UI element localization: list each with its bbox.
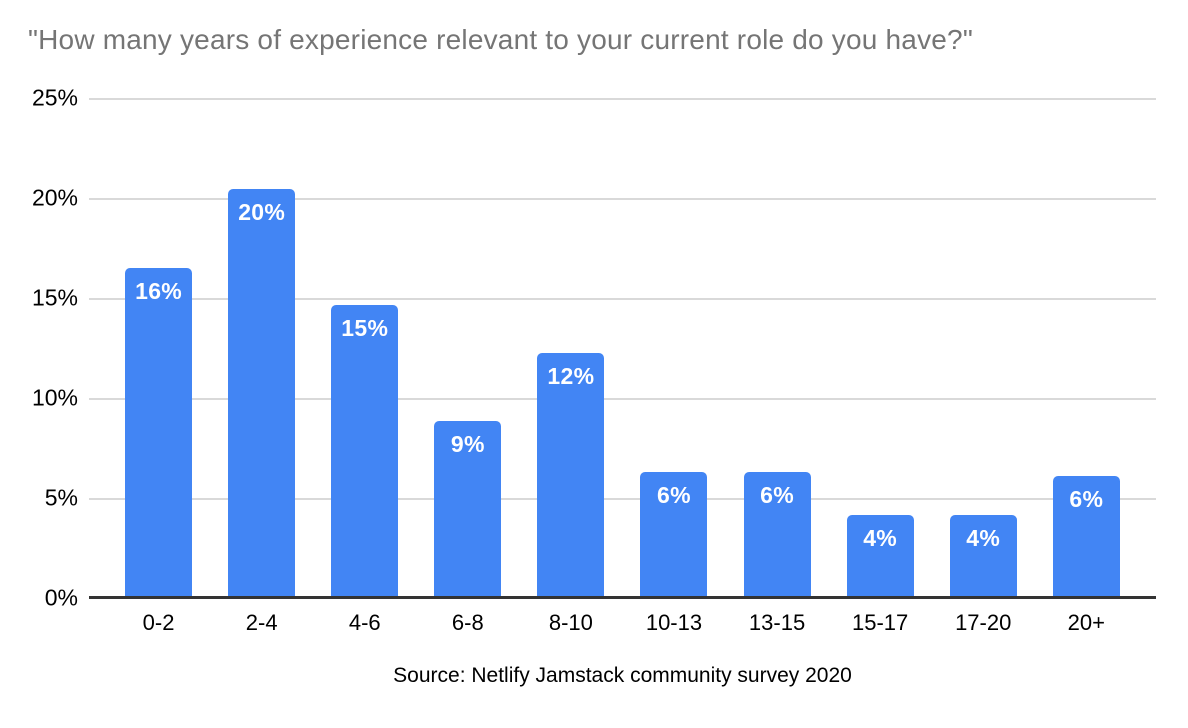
x-axis-label: 2-4 [245, 610, 278, 635]
y-axis: 0% 5% 10% 15% 20% 25% [0, 85, 78, 611]
y-axis-label: 20% [31, 184, 78, 211]
x-axis-label: 13-15 [748, 610, 806, 635]
source-note: Source: Netlify Jamstack community surve… [393, 664, 852, 687]
bar-column: 6% 20+ [1052, 98, 1120, 635]
gridline [89, 98, 1156, 100]
bar-column: 4% 15-17 [846, 98, 914, 635]
bar-column: 6% 13-15 [743, 98, 811, 635]
gridlines [89, 98, 1156, 599]
gridline [89, 198, 1156, 200]
bar-column: 15% 4-6 [331, 98, 399, 635]
y-axis-label: 25% [31, 84, 78, 111]
bar-8-10: 12% [537, 353, 605, 599]
bar-value-label: 4% [863, 525, 898, 551]
bar-value-label: 20% [238, 199, 286, 225]
y-axis-label: 5% [44, 484, 78, 511]
x-axis-label: 10-13 [645, 610, 703, 635]
x-axis-line [89, 596, 1156, 599]
bar-column: 9% 6-8 [434, 98, 502, 635]
columns: 16% 0-2 20% 2-4 15% 4-6 9% 6-8 12% 8-10 … [89, 98, 1156, 635]
bar-column: 12% 8-10 [537, 98, 605, 635]
x-axis-label: 8-10 [548, 610, 593, 635]
bar-value-label: 6% [657, 482, 691, 508]
x-axis-label: 0-2 [142, 610, 175, 635]
bar-13-15: 6% [743, 472, 811, 599]
bar-6-8: 9% [434, 421, 502, 599]
y-axis-label: 15% [31, 284, 78, 311]
gridline [89, 498, 1156, 500]
x-axis-label: 4-6 [348, 610, 381, 635]
x-axis-label: 20+ [1067, 610, 1105, 635]
bar-column: 4% 17-20 [949, 98, 1017, 635]
bar-20+: 6% [1052, 476, 1120, 599]
bar-4-6: 15% [331, 305, 399, 599]
y-axis-label: 0% [44, 584, 78, 611]
bar-column: 6% 10-13 [640, 98, 708, 635]
bar-value-label: 15% [341, 315, 389, 341]
y-axis-label: 10% [31, 384, 78, 411]
x-axis-label: 15-17 [851, 610, 909, 635]
bar-value-label: 6% [760, 482, 794, 508]
gridline [89, 298, 1156, 300]
bar-0-2: 16% [125, 268, 193, 599]
bar-column: 16% 0-2 [125, 98, 193, 635]
x-axis-label: 17-20 [955, 610, 1012, 635]
bar-2-4: 20% [228, 189, 296, 599]
bar-value-label: 12% [547, 363, 595, 389]
chart-title: "How many years of experience relevant t… [28, 24, 973, 55]
bar-17-20: 4% [949, 515, 1017, 599]
bar-value-label: 9% [450, 431, 485, 457]
plot-area: 16% 0-2 20% 2-4 15% 4-6 9% 6-8 12% 8-10 … [89, 98, 1156, 635]
bar-column: 20% 2-4 [228, 98, 296, 635]
bar-10-13: 6% [640, 472, 708, 599]
x-axis-label: 6-8 [451, 610, 484, 635]
gridline [89, 398, 1156, 400]
bar-15-17: 4% [846, 515, 914, 599]
bar-value-label: 16% [135, 278, 183, 304]
bar-value-label: 6% [1069, 486, 1104, 512]
bar-value-label: 4% [966, 525, 1001, 551]
